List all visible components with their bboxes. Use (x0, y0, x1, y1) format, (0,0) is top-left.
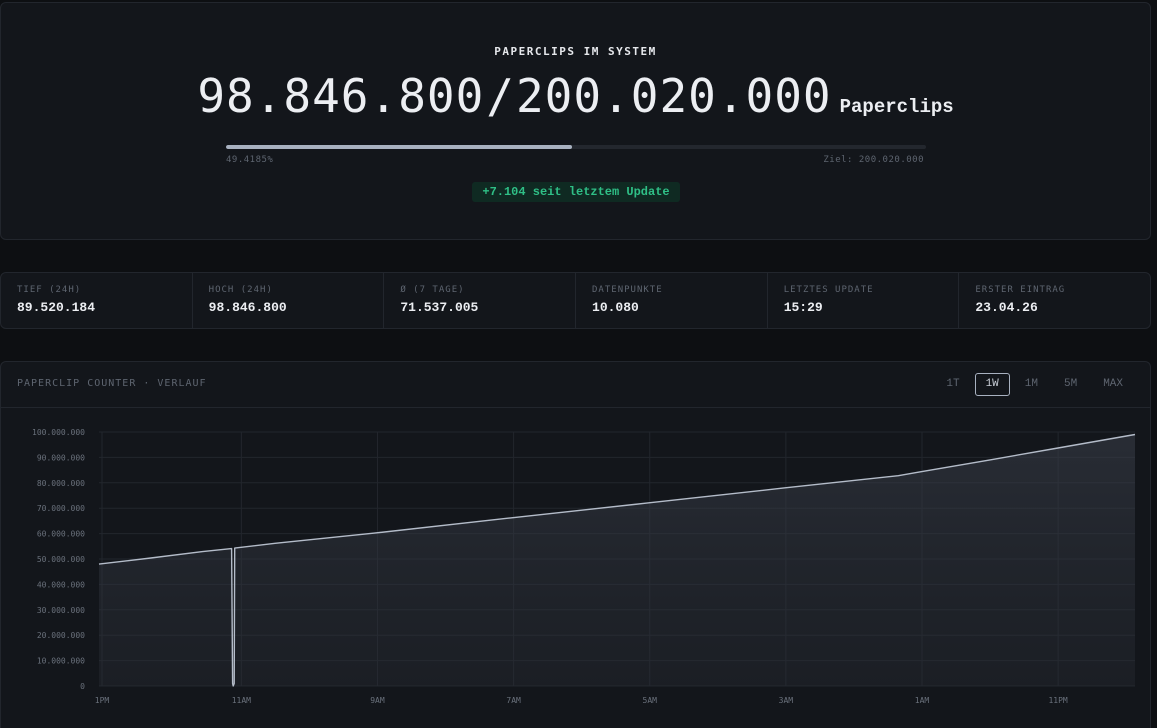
y-tick-label: 20.000.000 (37, 631, 85, 640)
stat-value: 89.520.184 (17, 300, 96, 315)
history-chart-panel: PAPERCLIP COUNTER · VERLAUF 1T 1W 1M 5M … (0, 361, 1151, 728)
stat-label: LETZTES UPDATE (783, 285, 874, 295)
x-tick-label: 1PM (95, 696, 110, 705)
progress-goal: Ziel: 200.020.000 (823, 155, 924, 165)
x-tick-label: 1AM (915, 696, 930, 705)
range-tab-1w[interactable]: 1W (974, 373, 1010, 396)
stat-high-24h: HOCH (24H) 98.846.800 (193, 273, 385, 328)
progress-bar-fill (226, 145, 572, 149)
y-tick-label: 100.000.000 (32, 428, 85, 437)
stats-bar: TIEF (24H) 89.520.184 HOCH (24H) 98.846.… (0, 272, 1151, 329)
progress-bar (226, 145, 926, 149)
delta-badge: +7.104 seit letztem Update (472, 182, 680, 202)
stat-datapoints: DATENPUNKTE 10.080 (576, 273, 768, 328)
stat-value: 98.846.800 (208, 300, 287, 315)
y-tick-label: 30.000.000 (37, 606, 85, 615)
counter-hero-panel: PAPERCLIPS IM SYSTEM 98.846.800/200.020.… (0, 2, 1151, 240)
range-tabs: 1T 1W 1M 5M MAX (935, 373, 1134, 396)
current-count: 98.846.800 (197, 69, 485, 123)
x-tick-label: 5AM (643, 696, 658, 705)
stat-value: 15:29 (783, 300, 823, 315)
stat-low-24h: TIEF (24H) 89.520.184 (1, 273, 193, 328)
x-tick-label: 11PM (1048, 696, 1067, 705)
y-tick-label: 50.000.000 (37, 555, 85, 564)
stat-label: Ø (7 TAGE) (400, 285, 465, 295)
stat-label: TIEF (24H) (17, 285, 82, 295)
x-tick-label: 7AM (506, 696, 521, 705)
stat-avg-7d: Ø (7 TAGE) 71.537.005 (384, 273, 577, 328)
series-area (99, 434, 1135, 686)
range-tab-max[interactable]: MAX (1103, 378, 1123, 390)
chart-title: PAPERCLIP COUNTER · VERLAUF (17, 378, 207, 389)
x-tick-label: 3AM (779, 696, 794, 705)
count-unit: Paperclips (839, 96, 954, 118)
stat-last-update: LETZTES UPDATE 15:29 (768, 273, 960, 328)
y-tick-label: 80.000.000 (37, 479, 85, 488)
chart-header: PAPERCLIP COUNTER · VERLAUF 1T 1W 1M 5M … (1, 362, 1150, 408)
stat-label: ERSTER EINTRAG (975, 285, 1066, 295)
series-line (98, 433, 1136, 687)
stat-value: 10.080 (592, 300, 639, 315)
stat-label: HOCH (24H) (208, 285, 273, 295)
count-separator: / (486, 69, 514, 123)
y-tick-label: 40.000.000 (37, 580, 85, 589)
y-tick-label: 10.000.000 (37, 657, 85, 666)
range-tab-1t[interactable]: 1T (946, 378, 960, 390)
x-tick-label: 9AM (370, 696, 385, 705)
x-tick-label: 11AM (232, 696, 251, 705)
hero-label: PAPERCLIPS IM SYSTEM (494, 45, 657, 58)
range-tab-1m[interactable]: 1M (1024, 378, 1038, 390)
range-tab-5m[interactable]: 5M (1063, 378, 1078, 390)
stat-label: DATENPUNKTE (592, 285, 663, 295)
y-tick-label: 70.000.000 (37, 504, 85, 513)
progress-percent: 49.4185% (226, 155, 274, 165)
y-tick-label: 90.000.000 (37, 453, 85, 462)
history-chart[interactable]: 0 10.000.000 20.000.000 30.000.000 40.000.00… (1, 408, 1150, 728)
target-count: 200.020.000 (515, 69, 832, 123)
stat-first-entry: ERSTER EINTRAG 23.04.26 (959, 273, 1150, 328)
counter-display: 98.846.800/200.020.000 Paperclips (1, 69, 1150, 123)
y-tick-label: 0 (80, 682, 85, 691)
stat-value: 71.537.005 (400, 300, 479, 315)
stat-value: 23.04.26 (975, 300, 1038, 315)
y-tick-label: 60.000.000 (37, 530, 85, 539)
